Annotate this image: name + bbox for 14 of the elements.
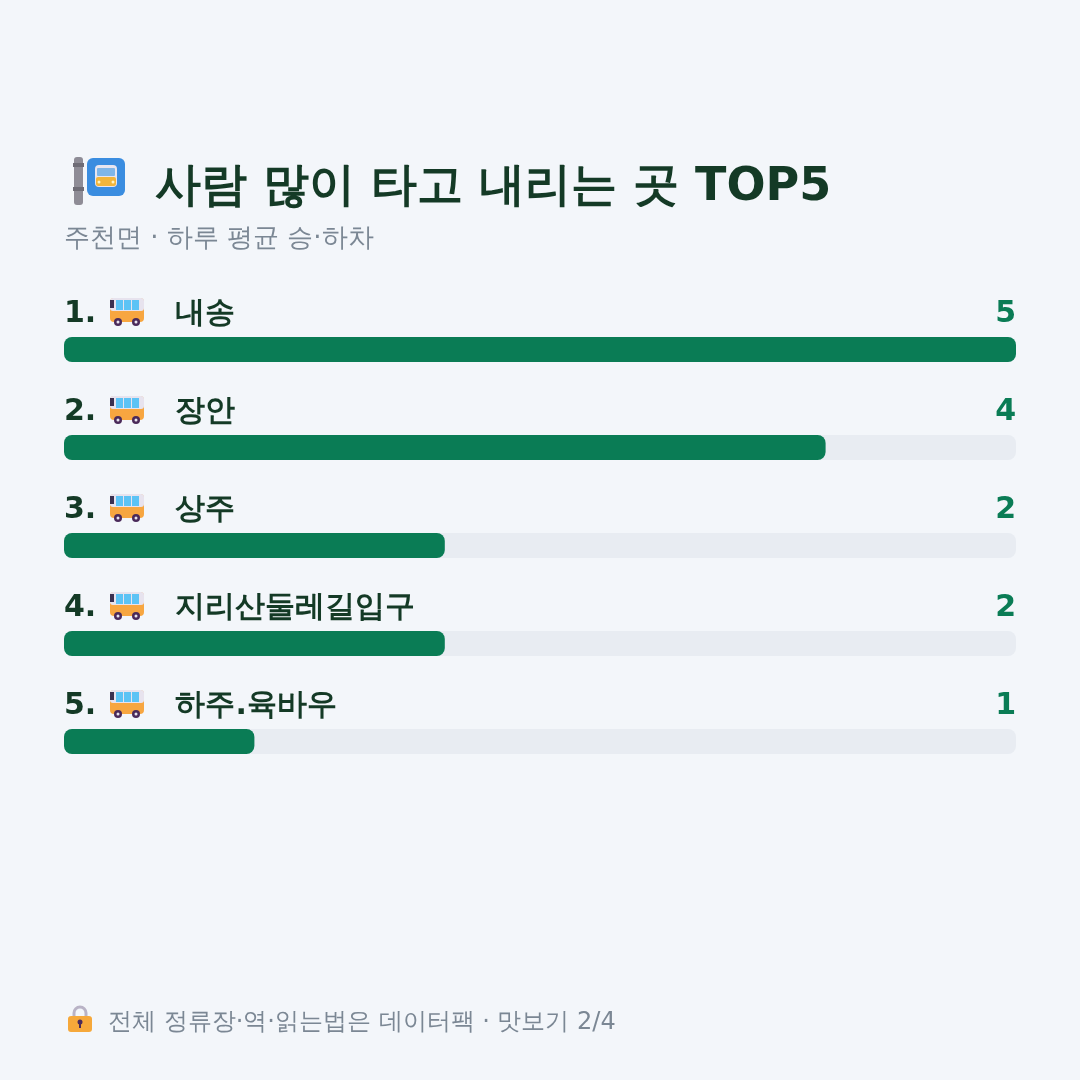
data-label: 2 [995,490,1016,525]
category-label: 1. 내송 [64,294,236,329]
chart-subtitle: 주천면 · 하루 평균 승·하차 [64,222,374,252]
category-label: 2. 장안 [64,392,236,427]
data-label: 5 [995,294,1016,329]
chart-title: 사람 많이 타고 내리는 곳 TOP5 [155,157,832,211]
data-label: 2 [995,588,1016,623]
category-label: 5. 하주.육바우 [64,686,337,721]
category-label: 3. 상주 [64,490,236,525]
data-label: 4 [995,392,1016,427]
bar [64,729,255,754]
category-label: 4. 지리산둘레길입구 [64,588,416,623]
data-label: 1 [995,686,1016,721]
text: 전체 정류장·역·읽는법은 데이터팩 · 맛보기 2/4 [108,1007,616,1035]
